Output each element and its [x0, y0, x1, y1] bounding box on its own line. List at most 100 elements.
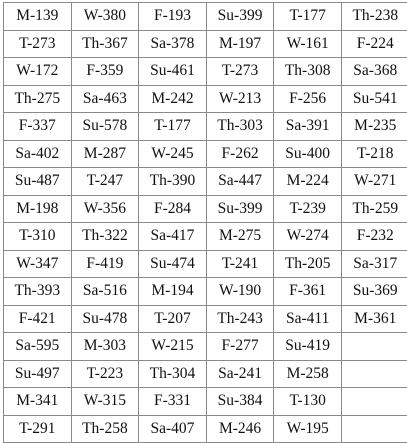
table-cell: Th-243 [206, 305, 274, 333]
table-cell: Su-369 [341, 278, 407, 306]
table-cell: M-258 [274, 360, 342, 388]
table-cell: Su-578 [71, 113, 139, 141]
table-cell: W-274 [274, 223, 342, 251]
table-cell: F-224 [341, 30, 407, 58]
table-cell: T-273 [206, 58, 274, 86]
table-cell: Su-497 [4, 360, 72, 388]
table-cell: T-247 [71, 168, 139, 196]
table-cell: Th-205 [274, 250, 342, 278]
table-cell: W-347 [4, 250, 72, 278]
table-cell: Su-399 [206, 195, 274, 223]
table-cell: Sa-463 [71, 85, 139, 113]
table-cell: Th-275 [4, 85, 72, 113]
table-cell: Sa-402 [4, 140, 72, 168]
table-cell: Sa-378 [139, 30, 207, 58]
table-cell: F-193 [139, 3, 207, 31]
table-cell: T-239 [274, 195, 342, 223]
table-cell: Th-258 [71, 415, 139, 443]
table-cell: M-198 [4, 195, 72, 223]
table-cell [341, 388, 407, 416]
table-cell: M-303 [71, 333, 139, 361]
table-cell: F-337 [4, 113, 72, 141]
table-cell: W-315 [71, 388, 139, 416]
table-cell: T-223 [71, 360, 139, 388]
table-cell: Su-541 [341, 85, 407, 113]
table-cell: W-172 [4, 58, 72, 86]
table-cell: M-361 [341, 305, 407, 333]
table-cell: Th-304 [139, 360, 207, 388]
table-cell: F-359 [71, 58, 139, 86]
table-cell: W-380 [71, 3, 139, 31]
table-cell: Su-474 [139, 250, 207, 278]
table-cell: Sa-407 [139, 415, 207, 443]
table-cell [341, 415, 407, 443]
table-cell: T-241 [206, 250, 274, 278]
table-cell: F-361 [274, 278, 342, 306]
table-cell: Th-303 [206, 113, 274, 141]
table-cell: Su-399 [206, 3, 274, 31]
table-cell: T-310 [4, 223, 72, 251]
table-cell: M-287 [71, 140, 139, 168]
table-cell [341, 333, 407, 361]
table-cell: Sa-516 [71, 278, 139, 306]
table-cell: Su-461 [139, 58, 207, 86]
table-cell: W-356 [71, 195, 139, 223]
table-cell: Su-384 [206, 388, 274, 416]
table-cell: M-194 [139, 278, 207, 306]
table-cell: F-331 [139, 388, 207, 416]
table-cell: Th-238 [341, 3, 407, 31]
table-cell: Sa-317 [341, 250, 407, 278]
table-cell: M-235 [341, 113, 407, 141]
table-cell: Sa-447 [206, 168, 274, 196]
table-cell: M-139 [4, 3, 72, 31]
table-cell: Sa-391 [274, 113, 342, 141]
table-cell: M-246 [206, 415, 274, 443]
table-cell: M-224 [274, 168, 342, 196]
table-cell: T-130 [274, 388, 342, 416]
table-cell: Th-259 [341, 195, 407, 223]
table-cell: M-197 [206, 30, 274, 58]
table-cell: T-291 [4, 415, 72, 443]
table-cell: M-242 [139, 85, 207, 113]
table-cell: Th-322 [71, 223, 139, 251]
table-cell: Th-367 [71, 30, 139, 58]
table-cell [341, 360, 407, 388]
table-cell: Sa-595 [4, 333, 72, 361]
table-cell: F-284 [139, 195, 207, 223]
table-cell: F-419 [71, 250, 139, 278]
table-cell: W-215 [139, 333, 207, 361]
table-cell: Th-393 [4, 278, 72, 306]
table-cell: M-341 [4, 388, 72, 416]
table-cell: Su-419 [274, 333, 342, 361]
table-cell: W-161 [274, 30, 342, 58]
table-cell: Sa-417 [139, 223, 207, 251]
table-cell: W-271 [341, 168, 407, 196]
table-cell: Su-400 [274, 140, 342, 168]
table-cell: T-218 [341, 140, 407, 168]
table-cell: F-262 [206, 140, 274, 168]
table-cell: T-177 [274, 3, 342, 31]
table-cell: T-207 [139, 305, 207, 333]
table-cell: F-256 [274, 85, 342, 113]
table-cell: Th-308 [274, 58, 342, 86]
table-cell: W-245 [139, 140, 207, 168]
table-cell: W-195 [274, 415, 342, 443]
table-cell: Sa-368 [341, 58, 407, 86]
table-cell: Sa-411 [274, 305, 342, 333]
